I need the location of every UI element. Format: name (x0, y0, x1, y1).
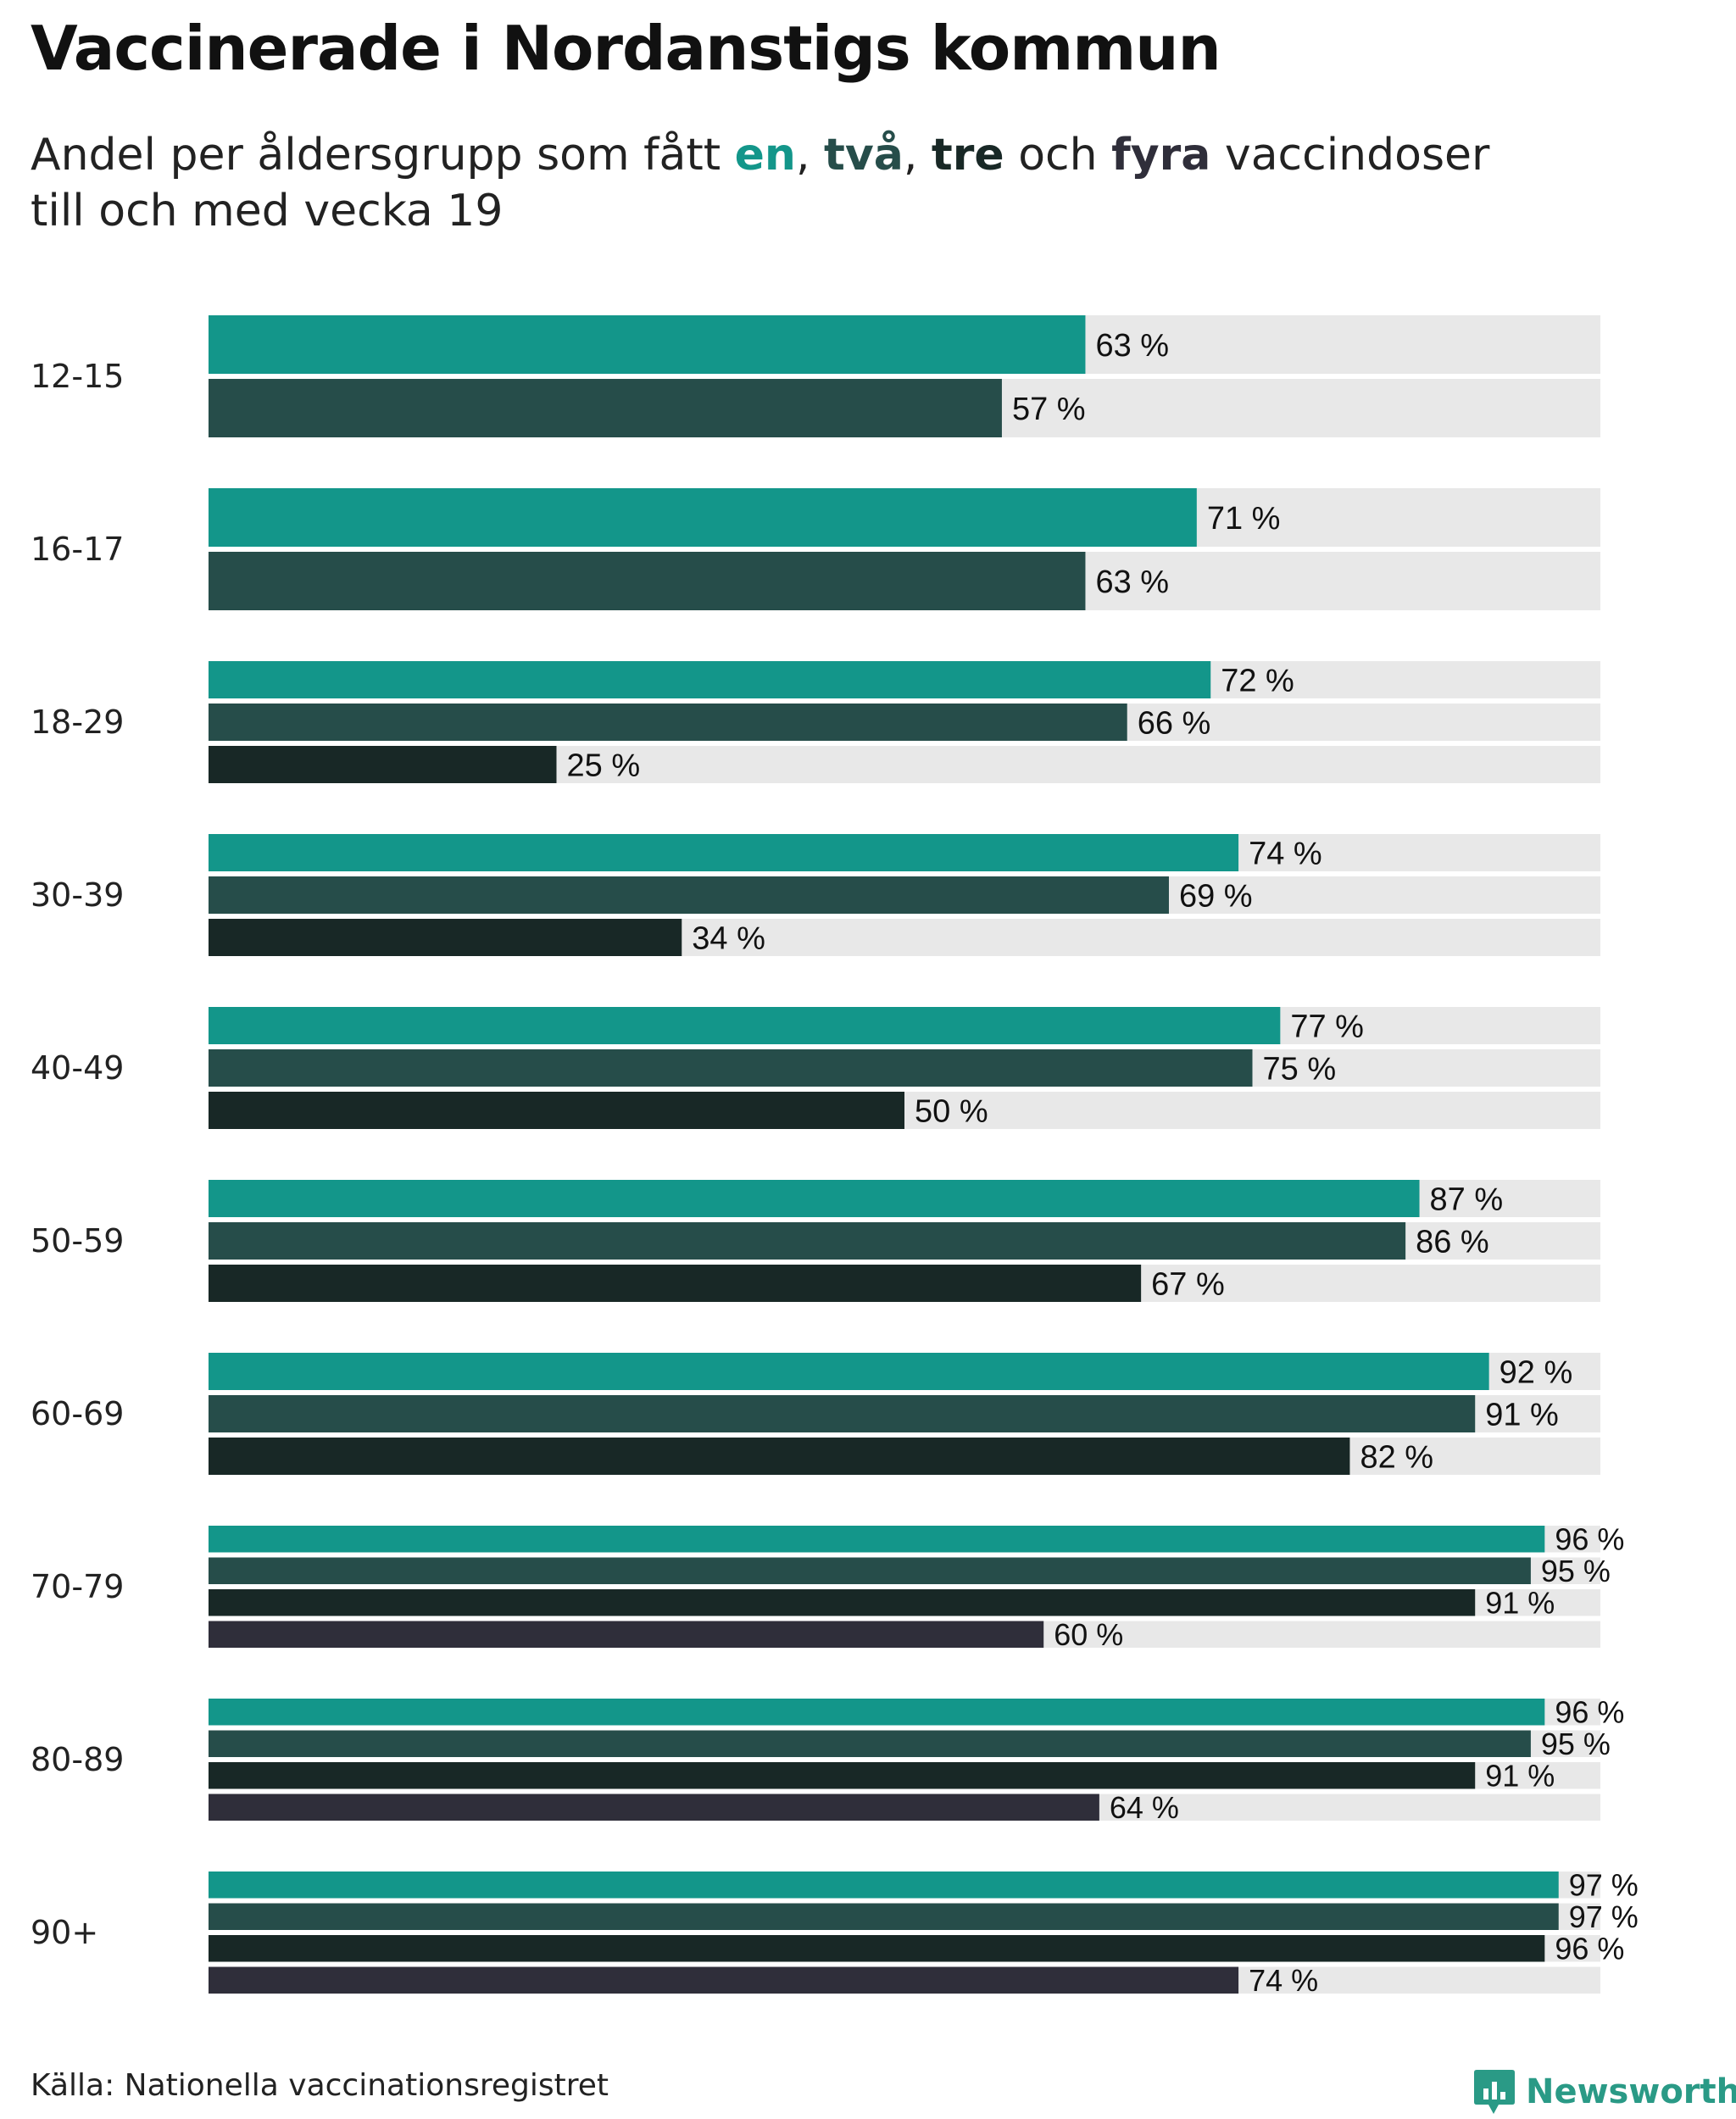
value-label: 25 % (567, 748, 641, 784)
category-label: 12-15 (31, 358, 124, 395)
category-label: 90+ (31, 1914, 98, 1951)
value-label: 74 % (1249, 837, 1322, 872)
value-label: 95 % (1541, 1727, 1611, 1761)
category-label: 30-39 (31, 876, 124, 914)
value-label: 96 % (1555, 1932, 1624, 1966)
bar-group-18-29: 18-29 72 % 66 % 25 % (31, 661, 1600, 784)
value-label: 97 % (1569, 1868, 1639, 1903)
value-label: 86 % (1416, 1225, 1489, 1260)
bar-two-doses (209, 1222, 1406, 1260)
bar-two-doses (209, 552, 1086, 610)
legend-one-dose: en (734, 130, 796, 181)
bar-two-doses (209, 1903, 1559, 1930)
value-label: 96 % (1555, 1522, 1624, 1557)
brand: Newsworthy (1473, 2068, 1736, 2116)
subtitle-text: Andel per åldersgrupp som fått (31, 130, 735, 181)
category-label: 16-17 (31, 531, 124, 568)
bar-four-doses (209, 1794, 1099, 1821)
bar-four-doses (209, 1621, 1044, 1648)
bar-one-dose (209, 488, 1197, 547)
value-label: 63 % (1095, 328, 1169, 364)
bar-three-doses (209, 1092, 904, 1129)
category-label: 40-49 (31, 1049, 124, 1087)
bar-one-dose (209, 834, 1239, 871)
value-label: 96 % (1555, 1695, 1624, 1730)
bar-group-80-89: 80-89 96 %95 %91 % 64 % (31, 1695, 1624, 1826)
chart-subtitle: Andel per åldersgrupp som fått en, två, … (31, 127, 1522, 239)
value-label: 72 % (1221, 664, 1294, 699)
bar-two-doses (209, 1730, 1531, 1757)
subtitle-separator: , (795, 130, 825, 181)
value-label: 57 % (1012, 392, 1086, 427)
legend-two-doses: två (824, 130, 904, 181)
bar-group-60-69: 60-69 92 % 91 % 82 % (31, 1353, 1600, 1476)
value-label: 91 % (1485, 1398, 1559, 1433)
subtitle-separator: och (1004, 130, 1112, 181)
value-label: 34 % (692, 921, 765, 957)
bar-group-12-15: 12-15 63 % 57 % (31, 315, 1600, 437)
bar-three-doses (209, 1762, 1476, 1789)
chart-title: Vaccinerade i Nordanstigs kommun (31, 13, 1221, 84)
bar-three-doses (209, 1935, 1545, 1962)
category-label: 70-79 (31, 1568, 124, 1605)
value-label: 91 % (1485, 1586, 1555, 1621)
value-label: 77 % (1290, 1009, 1364, 1045)
bar-three-doses (209, 1265, 1142, 1302)
bar-one-dose (209, 1353, 1489, 1390)
bar-three-doses (209, 746, 557, 783)
value-label: 75 % (1263, 1052, 1337, 1087)
value-label: 97 % (1569, 1899, 1639, 1934)
bar-one-dose (209, 1180, 1420, 1217)
bar-group-70-79: 70-79 96 %95 %91 % 60 % (31, 1522, 1624, 1653)
value-label: 95 % (1541, 1554, 1611, 1588)
value-label: 91 % (1485, 1759, 1555, 1794)
value-label: 87 % (1430, 1182, 1504, 1218)
bar-two-doses (209, 1049, 1253, 1087)
source-note: Källa: Nationella vaccinationsregistret (31, 2068, 609, 2103)
subtitle-separator: , (903, 130, 932, 181)
bar-two-doses (209, 379, 1002, 437)
value-label: 67 % (1151, 1267, 1225, 1303)
bar-one-dose (209, 1007, 1281, 1044)
value-label: 50 % (915, 1094, 988, 1130)
bar-two-doses (209, 704, 1127, 741)
value-label: 69 % (1179, 879, 1253, 915)
value-label: 71 % (1207, 501, 1281, 537)
bar-group-30-39: 30-39 74 % 69 % 34 % (31, 834, 1600, 957)
category-label: 18-29 (31, 704, 124, 741)
bar-one-dose (209, 1872, 1559, 1899)
bar-group-40-49: 40-49 77 % 75 % 50 % (31, 1007, 1600, 1130)
value-label: 82 % (1360, 1440, 1433, 1476)
bar-two-doses (209, 876, 1169, 914)
brand-name: Newsworthy (1526, 2072, 1736, 2111)
bar-group-16-17: 16-17 71 % 63 % (31, 488, 1600, 610)
bar-one-dose (209, 315, 1086, 374)
value-label: 63 % (1095, 565, 1169, 600)
bar-four-doses (209, 1966, 1239, 1994)
bar-one-dose (209, 661, 1211, 698)
value-label: 92 % (1500, 1355, 1573, 1391)
value-label: 64 % (1110, 1790, 1179, 1825)
subtitle-text: vaccindoser (1210, 130, 1490, 181)
value-label: 66 % (1138, 706, 1211, 742)
category-label: 50-59 (31, 1222, 124, 1260)
bar-two-doses (209, 1395, 1476, 1432)
bar-three-doses (209, 1589, 1476, 1616)
bar-one-dose (209, 1526, 1545, 1553)
subtitle-line-2: till och med vecka 19 (31, 186, 504, 236)
category-label: 80-89 (31, 1741, 124, 1778)
value-label: 60 % (1054, 1617, 1123, 1652)
newsworthy-logo-icon (1474, 2070, 1515, 2114)
bar-one-dose (209, 1699, 1545, 1726)
bar-group-90+: 90+97 %97 %96 %74 % (31, 1868, 1639, 1999)
legend-four-doses: fyra (1111, 130, 1211, 181)
category-label: 60-69 (31, 1395, 124, 1432)
value-label: 74 % (1249, 1963, 1318, 1998)
bar-three-doses (209, 1438, 1350, 1475)
bar-three-doses (209, 919, 682, 956)
bar-two-doses (209, 1557, 1531, 1584)
bar-group-50-59: 50-59 87 % 86 % 67 % (31, 1180, 1600, 1303)
legend-three-doses: tre (931, 130, 1004, 181)
